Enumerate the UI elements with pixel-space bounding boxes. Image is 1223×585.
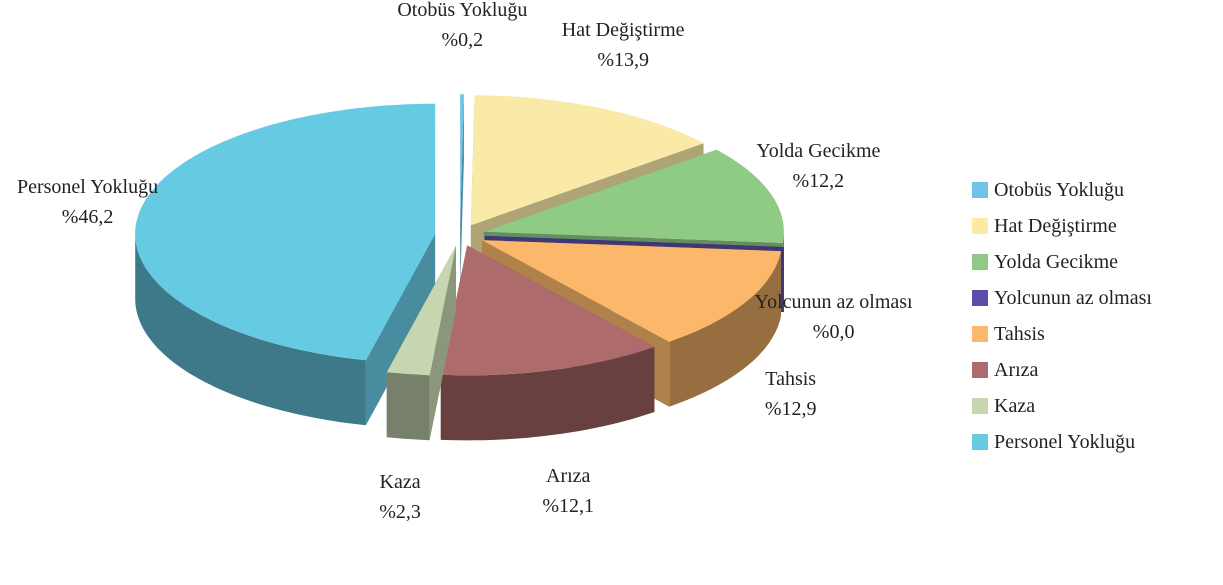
legend-label: Otobüs Yokluğu — [994, 178, 1125, 201]
label-name: Yolcunun az olması — [754, 290, 913, 313]
data-label: Arıza %12,1 — [542, 461, 594, 521]
data-label: Yolcunun az olması %0,0 — [755, 287, 913, 347]
legend-item: Personel Yokluğu — [972, 424, 1152, 460]
slice-side — [365, 233, 436, 426]
legend: Otobüs Yokluğu Hat Değiştirme Yolda Gecikm… — [972, 172, 1152, 460]
slice-wall — [669, 251, 781, 407]
legend-label: Personel Yokluğu — [994, 430, 1136, 453]
label-name: Yolda Gecikme — [756, 140, 881, 163]
label-value: %2,3 — [379, 501, 421, 524]
legend-swatch — [972, 398, 988, 414]
legend-swatch — [972, 326, 988, 342]
data-label: Otobüs Yokluğu %0,2 — [397, 0, 527, 55]
legend-swatch — [972, 362, 988, 378]
slice-top — [440, 245, 655, 376]
slice-side — [460, 94, 464, 290]
label-value: %12,1 — [542, 495, 595, 518]
legend-item: Hat Değiştirme — [972, 208, 1152, 244]
legend-label: Arıza — [994, 358, 1039, 381]
legend-swatch — [972, 290, 988, 306]
legend-item: Yolda Gecikme — [972, 244, 1152, 280]
legend-item: Yolcunun az olması — [972, 280, 1152, 316]
legend-label: Yolda Gecikme — [994, 250, 1119, 273]
slice — [460, 94, 464, 290]
label-value: %12,9 — [764, 398, 817, 421]
slice-top — [482, 240, 781, 342]
legend-label: Yolcunun az olması — [994, 286, 1152, 309]
legend-label: Tahsis — [994, 322, 1045, 345]
legend-swatch — [972, 182, 988, 198]
label-name: Hat Değiştirme — [561, 18, 685, 41]
legend-swatch — [972, 254, 988, 270]
legend-swatch — [972, 218, 988, 234]
legend-item: Otobüs Yokluğu — [972, 172, 1152, 208]
slice — [386, 245, 457, 441]
legend-item: Arıza — [972, 352, 1152, 388]
data-label: Personel Yokluğu %46,2 — [17, 172, 158, 232]
data-label: Kaza %2,3 — [379, 467, 421, 527]
label-name: Otobüs Yokluğu — [397, 0, 528, 21]
slice — [135, 103, 436, 426]
legend-item: Tahsis — [972, 316, 1152, 352]
slice-top — [470, 95, 704, 226]
legend-label: Kaza — [994, 394, 1036, 417]
data-label: Hat Değiştirme %13,9 — [562, 15, 685, 75]
legend-label: Hat Değiştirme — [994, 214, 1117, 237]
slice-top — [135, 103, 436, 361]
legend-item: Kaza — [972, 388, 1152, 424]
slice-top — [460, 94, 464, 225]
label-value: %12,2 — [792, 170, 845, 193]
data-label: Tahsis %12,9 — [765, 364, 817, 424]
label-value: %13,9 — [597, 48, 649, 71]
data-label: Yolda Gecikme %12,2 — [756, 136, 880, 196]
label-name: Kaza — [379, 471, 421, 494]
label-value: %0,0 — [812, 320, 855, 343]
legend-swatch — [972, 434, 988, 450]
label-name: Personel Yokluğu — [16, 175, 159, 198]
label-value: %0,2 — [441, 29, 484, 51]
slice-wall — [440, 347, 655, 441]
pie-area — [135, 94, 784, 441]
slice-top — [484, 235, 784, 247]
label-value: %46,2 — [61, 205, 114, 228]
label-name: Arıza — [546, 465, 591, 488]
label-name: Tahsis — [765, 368, 817, 391]
slice — [440, 245, 655, 441]
slice-wall — [135, 233, 366, 426]
slice-wall — [386, 372, 430, 441]
slice-top — [483, 149, 784, 243]
slice-top — [386, 245, 457, 376]
